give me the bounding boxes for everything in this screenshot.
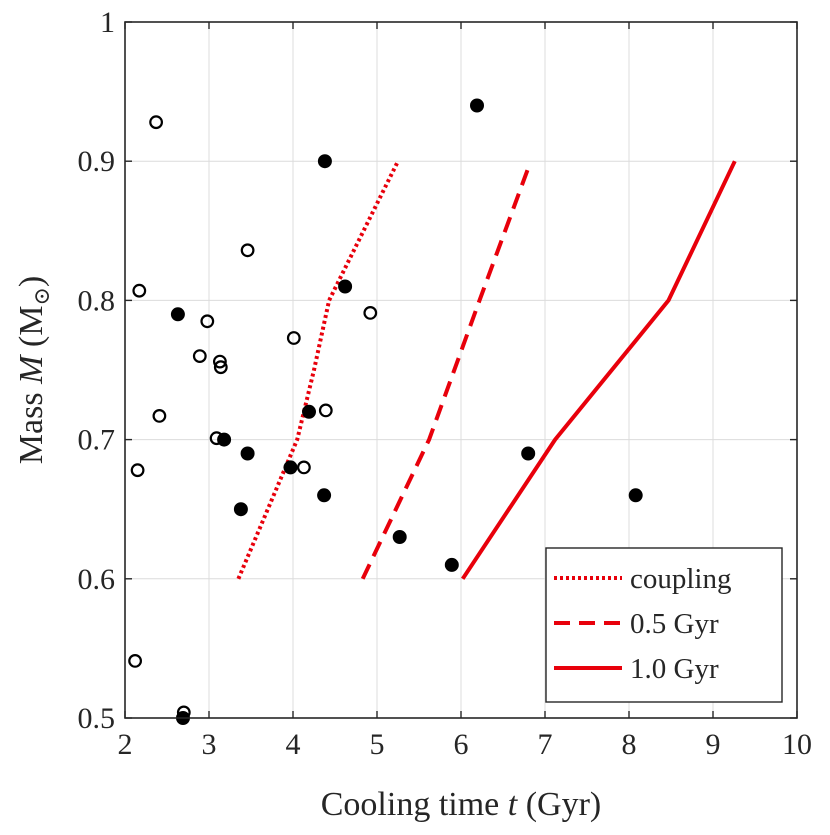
data-point-open [213,360,228,375]
legend-label: 0.5 Gyr [630,608,719,640]
x-tick-label: 8 [622,728,637,761]
data-point-open [212,354,227,369]
x-tick-label: 4 [286,728,301,761]
data-point-filled [521,446,536,461]
data-point-open [297,460,311,475]
x-tick-label: 10 [782,728,812,761]
y-tick-label: 0.9 [78,145,116,178]
data-point-open [152,409,167,423]
plot-area [128,98,737,725]
data-point-filled [317,154,332,169]
x-axis-label: Cooling time t (Gyr) [321,786,601,823]
data-point-open [200,314,215,329]
axis-ticks: 2 3 4 5 6 7 8 9 10 0.5 0.6 0.7 0.8 0.9 1 [78,6,813,761]
data-point-filled [170,307,185,322]
legend-label: 1.0 Gyr [630,653,719,685]
y-tick-label: 0.6 [78,563,116,596]
series-line-1-0-gyr [461,160,737,580]
data-point-open [318,403,333,418]
y-tick-label: 0.5 [78,702,116,735]
series-line-0-5-gyr [360,167,531,580]
x-tick-label: 2 [118,728,133,761]
data-point-filled [233,502,248,517]
data-point-open [363,306,378,320]
legend: coupling 0.5 Gyr 1.0 Gyr [545,547,783,703]
data-point-filled [470,98,484,113]
legend-label: coupling [630,563,732,595]
data-point-open [209,431,224,446]
data-point-open [130,463,145,478]
data-point-open [192,349,207,364]
y-tick-label: 0.7 [78,424,116,457]
data-point-filled [302,404,316,419]
series-line-coupling [236,160,400,580]
data-point-open [149,115,164,130]
data-point-filled [240,446,255,461]
data-point-filled [283,460,298,475]
x-tick-label: 6 [454,728,469,761]
y-tick-label: 0.8 [78,284,116,317]
data-point-filled [392,530,407,544]
data-point-filled [444,557,459,572]
data-point-open [128,654,143,668]
data-point-open [132,283,147,298]
x-tick-label: 3 [202,728,217,761]
y-tick-label: 1 [100,6,115,39]
y-axis-label: Mass M (M⊙) [13,276,54,464]
data-point-open [286,331,301,345]
data-point-filled [317,488,332,503]
x-tick-label: 9 [706,728,721,761]
x-tick-label: 7 [538,728,553,761]
data-point-filled [628,488,643,503]
data-point-filled [338,279,353,294]
data-point-open [240,243,255,258]
x-tick-label: 5 [370,728,385,761]
